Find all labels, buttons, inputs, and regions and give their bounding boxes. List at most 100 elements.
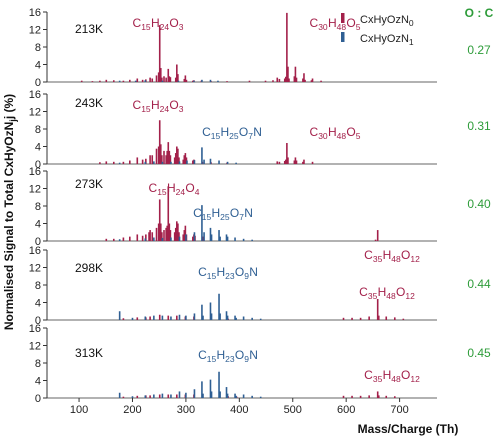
x-axis: 100 200 300 400 500 600 700 [70,398,409,416]
bar-n1 [219,313,221,320]
bar-n0 [278,161,281,164]
bar-n0 [169,77,172,82]
bar-n1 [161,161,164,164]
formula-annotation: C15 H25 O7 N [193,206,253,222]
x-axis-title: Mass/Charge (Th) [358,422,459,436]
bar-n1 [202,315,204,321]
y-tick-label: 16 [29,7,41,19]
bar-n0 [176,64,178,82]
bar-n0 [136,317,139,321]
panel-313K: 0 4 8 12 16 313K 0.45 C15 H23 O9 N C35 H48 O12 [29,323,491,405]
bar-n0 [295,77,298,83]
bar-n0 [285,76,287,82]
panel-298K: 0 4 8 12 16 298K 0.44 C15 H23 O9 N C35 H48 O12 [29,245,491,327]
bar-n0 [129,236,131,242]
bar-n0 [163,230,165,241]
bar-n1 [161,80,164,82]
bar-n0 [141,159,144,165]
y-tick-label: 12 [29,341,41,353]
bar-n1 [209,379,212,399]
bar-n0 [149,155,151,164]
bar-n1 [219,236,221,242]
x-tick-label: 300 [177,404,195,416]
panel-273K: 0 4 8 12 16 273K 0.40 C15 H24 O4 C15 H25 O7 N C3… [29,166,491,264]
bar-n0 [161,77,163,83]
bar-n0 [148,232,150,241]
bar-n1 [235,317,237,320]
bar-n1 [226,161,229,164]
y-tick-label: 0 [35,393,41,405]
bar-n1 [251,395,253,398]
bar-n1 [210,234,213,241]
bar-n0 [183,78,186,82]
bar-n0 [351,317,353,320]
oc-value: 0.27 [467,43,491,57]
bar-n0 [141,79,144,82]
bar-n1 [153,161,155,165]
bar-n0 [157,223,160,241]
bar-n1 [209,79,212,82]
bar-n0 [293,76,296,82]
formula-annotation: C15 H23 O9 N [198,348,258,364]
formula-annotation: C35 H48 O12 [364,248,420,264]
bar-n0 [167,186,170,241]
bar-n0 [376,391,379,398]
bar-n0 [276,77,279,83]
bar-n1 [161,393,164,399]
bar-n0 [136,78,139,82]
bar-n1 [144,80,147,82]
bar-n0 [177,74,179,83]
bar-n1 [201,79,203,82]
bar-n1 [225,311,228,320]
bar-n0 [294,157,297,164]
bar-n0 [158,199,161,241]
bar-n0 [303,73,305,82]
bar-n1 [118,162,121,164]
bar-n0 [287,66,289,82]
formula-annotation: C35 H48 O12 [364,368,420,384]
bar-n1 [185,392,187,398]
bar-n1 [242,316,245,320]
bar-n0 [163,150,165,165]
bar-n1 [259,396,262,398]
y-tick-label: 16 [29,89,41,101]
bar-n0 [158,394,161,398]
bar-n0 [161,155,163,164]
bar-n0 [105,79,108,82]
y-tick-label: 4 [35,376,41,388]
bar-n0 [122,396,125,398]
bar-n0 [168,150,171,165]
bar-n0 [288,78,290,82]
bar-n0 [158,120,161,164]
bar-n0 [285,159,287,165]
bar-n0 [176,394,178,398]
bar-n0 [302,78,304,82]
legend-label-n0: CxHyOzN0 [360,14,414,28]
legend-swatch-n0 [341,13,345,23]
bar-n1 [234,237,236,241]
bar-n0 [151,78,154,82]
bar-n0 [99,162,101,164]
bar-n0 [165,227,167,242]
bar-n0 [159,68,162,82]
oc-header: O : C [465,6,494,20]
temperature-label: 313K [75,346,103,360]
y-tick-label: 0 [35,236,41,248]
y-tick-label: 12 [29,184,41,196]
x-tick-label: 200 [123,404,141,416]
formula-annotation: C35 H48 O12 [359,285,415,301]
bar-n1 [178,161,181,165]
y-tick-label: 12 [29,107,41,119]
bar-n0 [158,25,161,83]
bar-n1 [131,396,134,398]
bar-n1 [201,205,203,242]
formula-annotation: C15 H24 O4 [149,181,200,197]
bar-n0 [376,299,379,320]
bar-n0 [303,159,305,165]
legend-swatch-n1 [341,32,345,42]
bar-n0 [272,80,274,82]
bar-n0 [402,318,405,320]
y-tick-label: 12 [29,25,41,37]
bar-n1 [144,161,147,164]
bar-n1 [234,315,236,321]
